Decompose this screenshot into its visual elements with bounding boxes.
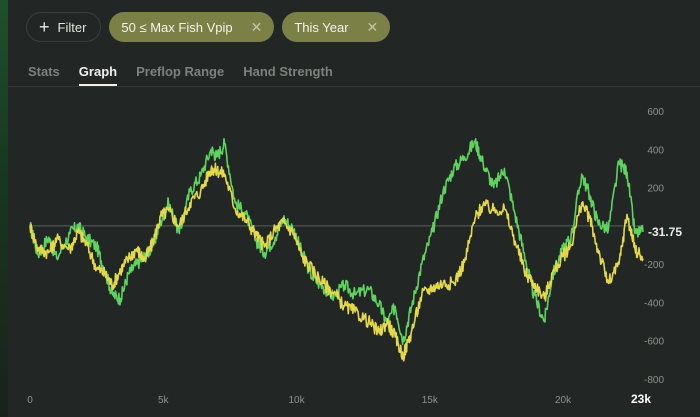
y-tick-label: -200 (644, 260, 664, 271)
x-tick-label: 10k (288, 395, 305, 406)
tab-divider (8, 86, 700, 87)
add-filter-button[interactable]: + Filter (26, 12, 102, 42)
tab-hand-strength[interactable]: Hand Strength (243, 64, 333, 79)
filter-bar: + Filter 50 ≤ Max Fish Vpip ✕ This Year … (26, 12, 391, 42)
edge-accent (0, 0, 8, 417)
plus-icon: + (39, 16, 50, 37)
close-icon[interactable]: ✕ (366, 18, 379, 35)
x-tick-label: 5k (158, 395, 170, 406)
filter-chip-max-fish-vpip[interactable]: 50 ≤ Max Fish Vpip ✕ (109, 12, 275, 42)
x-tick-label: 0 (27, 395, 33, 406)
series-line (29, 138, 644, 345)
y-tick-label: 400 (647, 145, 664, 156)
tab-preflop-range[interactable]: Preflop Range (136, 64, 225, 79)
filter-chip-label: 50 ≤ Max Fish Vpip (121, 19, 233, 35)
tab-stats[interactable]: Stats (28, 64, 60, 79)
x-tick-label: 15k (422, 395, 439, 406)
add-filter-label: Filter (57, 19, 87, 35)
y-tick-label: -400 (644, 298, 664, 309)
x-tick-label: 20k (555, 395, 572, 406)
series-line (29, 162, 644, 362)
tab-graph[interactable]: Graph (78, 64, 118, 86)
y-tick-label: 200 (647, 184, 664, 195)
close-icon[interactable]: ✕ (250, 18, 263, 35)
current-value-label: -31.75 (648, 225, 682, 239)
y-tick-label: 600 (647, 107, 664, 118)
y-tick-label: -600 (644, 337, 664, 348)
x-end-label: 23k (631, 392, 651, 406)
y-tick-label: -800 (644, 375, 664, 386)
tab-bar: Stats Graph Preflop Range Hand Strength (28, 64, 333, 86)
filter-chip-label: This Year (294, 19, 349, 35)
filter-chip-this-year[interactable]: This Year ✕ (282, 12, 391, 42)
